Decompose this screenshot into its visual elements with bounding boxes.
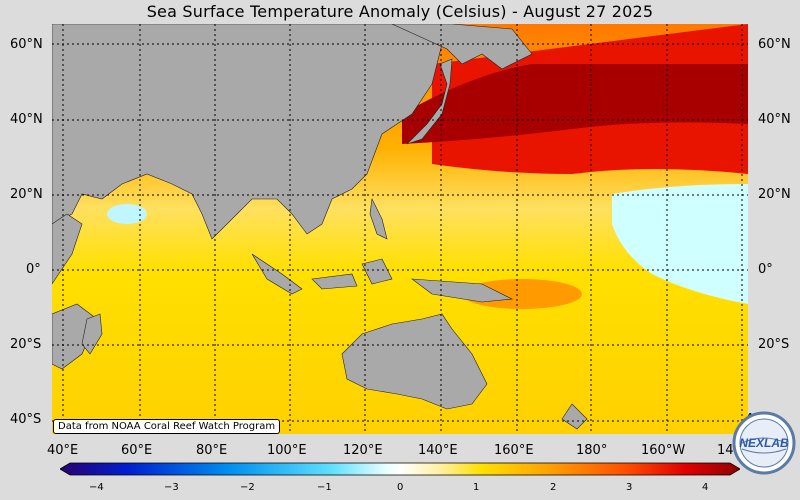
madagascar-landmass: [81, 313, 103, 355]
lon-label: 180°: [576, 443, 608, 458]
colorbar: [60, 462, 740, 476]
lon-label: 160°E: [494, 443, 534, 458]
colorbar-tick: 1: [473, 482, 480, 493]
colorbar-tick: 0: [397, 482, 404, 493]
lon-label: 140°E: [418, 443, 458, 458]
lat-label-left: 20°N: [10, 187, 43, 202]
sst-anomaly-map: [52, 24, 748, 434]
colorbar-tick: −2: [240, 482, 255, 493]
colorbar-tick: 2: [550, 482, 557, 493]
lat-label-right: 20°N: [758, 187, 791, 202]
new-zealand-landmass: [561, 403, 588, 430]
lat-label-right: 40°N: [758, 112, 791, 127]
data-credit: Data from NOAA Coral Reef Watch Program: [53, 419, 281, 434]
cool-anomaly-tropical-pacific: [612, 184, 748, 304]
warm-anomaly-southern: [462, 279, 582, 309]
lat-label-left: 40°S: [10, 412, 42, 427]
colorbar-tick: 3: [626, 482, 633, 493]
australia-landmass: [341, 313, 488, 410]
kamchatka-landmass: [391, 24, 533, 70]
lon-label: 100°E: [267, 443, 307, 458]
colorbar-tick: 4: [702, 482, 709, 493]
nexlab-logo: NEXLAB: [732, 411, 796, 475]
japan-landmass: [406, 58, 453, 145]
lat-label-right: 0°: [758, 262, 773, 277]
asia-landmass: [52, 24, 443, 240]
lat-label-left: 40°N: [10, 112, 43, 127]
logo-text: NEXLAB: [739, 436, 789, 450]
lon-label: 40°E: [47, 443, 79, 458]
lat-label-left: 60°N: [10, 37, 43, 52]
lon-label: 60°E: [121, 443, 153, 458]
colorbar-tick: −1: [317, 482, 332, 493]
graticule: [52, 24, 748, 434]
lat-label-left: 20°S: [10, 337, 42, 352]
cool-anomaly-arabian-sea: [107, 204, 147, 224]
map-title: Sea Surface Temperature Anomaly (Celsius…: [146, 2, 654, 21]
philippines-landmass: [369, 197, 388, 240]
hot-anomaly-north-pacific: [402, 64, 748, 144]
lon-label: 80°E: [196, 443, 228, 458]
colorbar-tick: −3: [164, 482, 179, 493]
lat-label-right: 60°N: [758, 37, 791, 52]
lat-label-left: 0°: [26, 262, 41, 277]
indonesia-landmass: [251, 253, 514, 303]
lat-label-right: 20°S: [758, 337, 790, 352]
lon-label: 120°E: [343, 443, 383, 458]
lon-label: 160°W: [641, 443, 686, 458]
colorbar-tick: −4: [89, 482, 104, 493]
